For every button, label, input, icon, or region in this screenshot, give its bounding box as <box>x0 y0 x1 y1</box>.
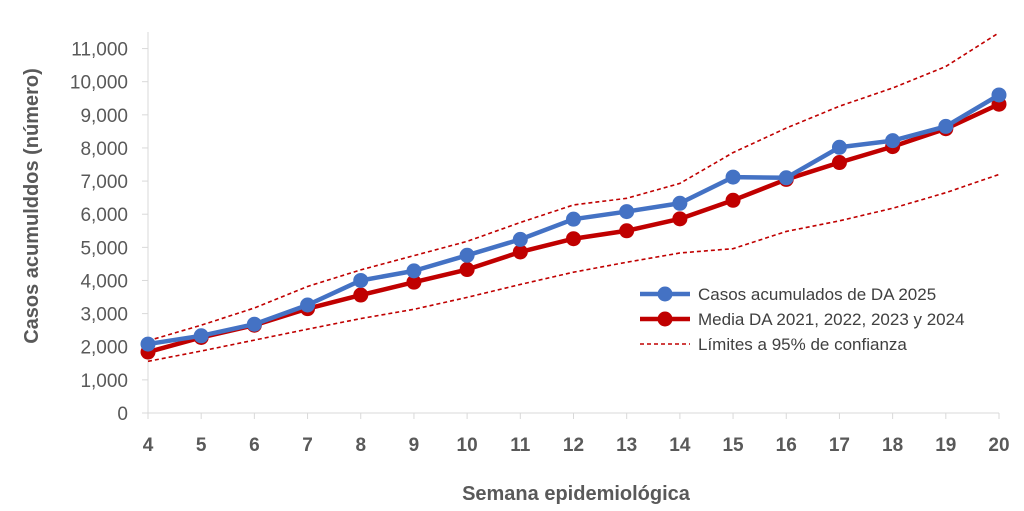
legend-label: Límites a 95% de confianza <box>698 335 907 354</box>
series-layer <box>140 31 1007 363</box>
data-point <box>619 223 635 239</box>
data-point <box>566 211 581 227</box>
y-tick-label: 5,000 <box>80 238 128 259</box>
data-point <box>459 262 475 278</box>
data-point <box>619 204 635 220</box>
legend-label: Media DA 2021, 2022, 2023 y 2024 <box>698 310 965 329</box>
y-tick-label: 9,000 <box>80 106 128 127</box>
series-3 <box>147 173 1000 363</box>
legend-item: Media DA 2021, 2022, 2023 y 2024 <box>640 310 965 329</box>
data-point <box>725 169 741 185</box>
y-tick-label: 6,000 <box>80 205 128 226</box>
y-axis-title: Casos acumulddos (número) <box>21 68 43 344</box>
data-point <box>300 297 316 313</box>
y-tick-label: 4,000 <box>80 271 128 292</box>
y-tick-label: 10,000 <box>70 73 128 94</box>
data-point <box>512 244 528 260</box>
data-point <box>353 287 369 303</box>
series-0 <box>140 87 1007 352</box>
y-tick-label: 1,000 <box>80 371 128 392</box>
x-axis: 4 5 6 7 8 9 10 11 12 13 14 15 16 17 18 19 20 <box>143 412 1010 456</box>
confidence-limit-line <box>147 173 1000 363</box>
data-point <box>512 231 528 247</box>
legend-marker <box>657 286 673 302</box>
data-point <box>885 133 901 149</box>
y-tick-label: 2,000 <box>80 338 128 359</box>
legend-item: Casos acumulados de DA 2025 <box>640 285 936 304</box>
data-point <box>459 247 475 263</box>
data-point <box>778 170 794 186</box>
x-tick-label: 7 <box>302 435 313 456</box>
x-tick-label: 5 <box>196 435 207 456</box>
x-tick-label: 18 <box>882 435 903 456</box>
x-tick-label: 19 <box>935 435 956 456</box>
x-tick-label: 11 <box>510 435 531 456</box>
x-axis-title: Semana epidemiológica <box>462 483 691 505</box>
x-tick-label: 10 <box>457 435 478 456</box>
legend-marker <box>657 311 673 327</box>
x-tick-label: 8 <box>355 435 366 456</box>
data-point <box>566 231 581 247</box>
data-point <box>725 192 741 208</box>
data-point <box>246 316 262 332</box>
x-tick-label: 16 <box>776 435 797 456</box>
legend: Casos acumulados de DA 2025 Media DA 2021… <box>640 285 965 354</box>
y-axis: 0 1,000 2,000 3,000 4,000 5,000 6,000 7,000 8,00… <box>70 32 149 425</box>
y-tick-label: 0 <box>117 404 128 425</box>
y-tick-label: 7,000 <box>80 172 128 193</box>
data-point <box>831 139 847 155</box>
confidence-limit-line <box>147 31 1000 342</box>
y-tick-label: 8,000 <box>80 139 128 160</box>
x-tick-label: 20 <box>988 435 1009 456</box>
y-tick-label: 11,000 <box>71 40 128 61</box>
data-point <box>406 263 422 279</box>
data-point <box>353 272 369 288</box>
series-2 <box>147 31 1000 342</box>
y-tick-label: 3,000 <box>80 305 128 326</box>
x-tick-label: 15 <box>722 435 744 456</box>
data-point <box>672 195 688 211</box>
data-point <box>672 211 688 227</box>
data-point <box>938 118 954 134</box>
x-tick-label: 6 <box>249 435 260 456</box>
x-tick-label: 14 <box>669 435 691 456</box>
legend-item: Límites a 95% de confianza <box>640 335 907 354</box>
x-tick-label: 4 <box>143 435 154 456</box>
data-point <box>831 155 847 171</box>
data-point <box>140 336 156 352</box>
x-tick-label: 9 <box>409 435 420 456</box>
x-tick-label: 12 <box>563 435 584 456</box>
data-point <box>193 328 209 344</box>
x-tick-label: 13 <box>616 435 637 456</box>
data-point <box>406 274 422 290</box>
legend-label: Casos acumulados de DA 2025 <box>698 285 936 304</box>
data-point <box>991 87 1007 103</box>
x-tick-label: 17 <box>829 435 850 456</box>
